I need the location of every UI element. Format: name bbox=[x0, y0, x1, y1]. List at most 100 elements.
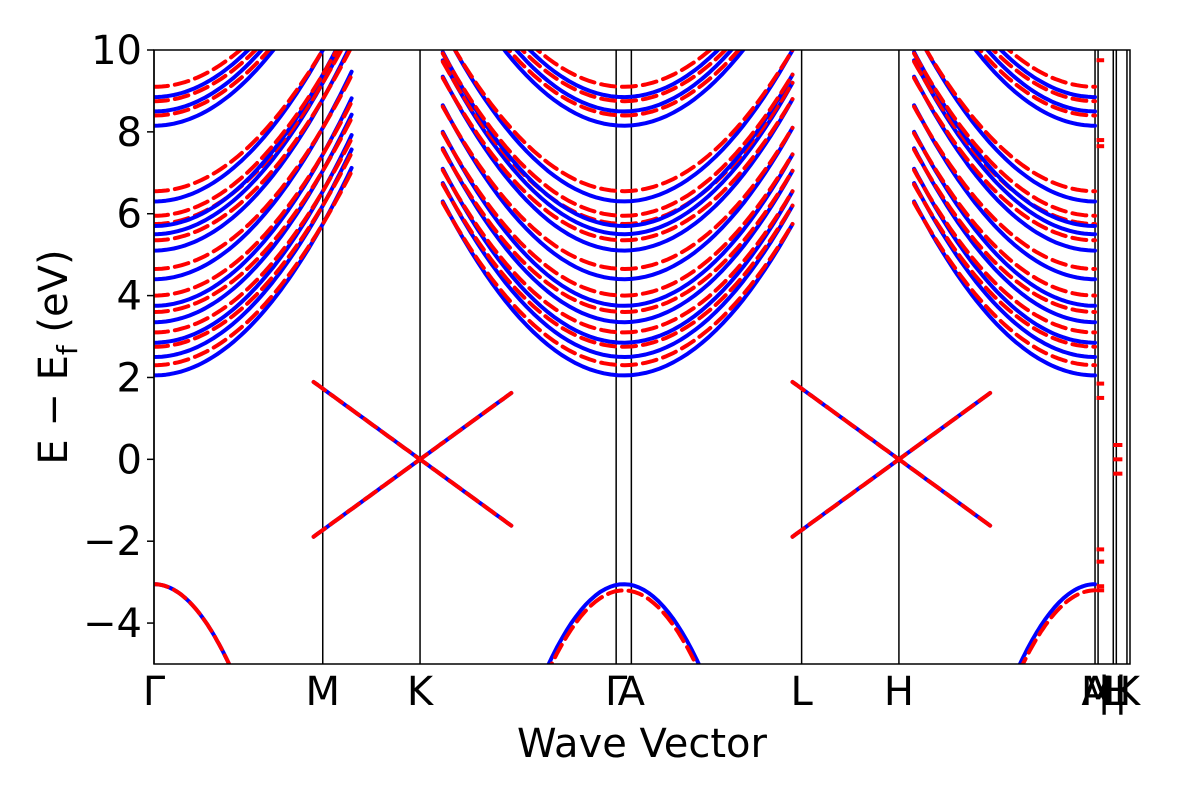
x-tick-label: H bbox=[1101, 669, 1131, 715]
conduction-band bbox=[440, 74, 795, 253]
conduction-band bbox=[534, 50, 713, 89]
conduction-band bbox=[440, 103, 795, 282]
conduction-band bbox=[912, 104, 1097, 271]
conduction-band bbox=[440, 146, 795, 325]
valence-band bbox=[154, 582, 232, 664]
conduction-band bbox=[912, 182, 1097, 349]
y-tick-label: 10 bbox=[91, 28, 142, 74]
conduction-band bbox=[526, 50, 721, 100]
conduction-band bbox=[990, 50, 1097, 104]
conduction-band bbox=[440, 200, 795, 368]
conduction-band bbox=[154, 99, 354, 298]
x-tick-label: | bbox=[1097, 669, 1110, 715]
conduction-band bbox=[154, 50, 353, 243]
x-tick-label: Γ bbox=[605, 669, 628, 715]
conduction-band bbox=[440, 76, 795, 243]
y-axis-title-suffix: (eV) bbox=[31, 249, 77, 345]
conduction-band bbox=[998, 50, 1097, 100]
conduction-band bbox=[154, 73, 354, 271]
y-tick-label: 4 bbox=[117, 274, 142, 320]
conduction-band bbox=[501, 50, 746, 128]
x-tick-label: | bbox=[1114, 669, 1127, 715]
conduction-band bbox=[154, 169, 354, 368]
conduction-band bbox=[440, 182, 795, 349]
conduction-band bbox=[506, 50, 742, 118]
y-axis-title-sub: f bbox=[51, 344, 84, 355]
conduction-band bbox=[154, 50, 276, 128]
y-tick-label: −4 bbox=[83, 601, 142, 647]
conduction-band bbox=[440, 51, 795, 218]
x-tick-label: L bbox=[1102, 669, 1125, 715]
conduction-band bbox=[912, 181, 1097, 359]
y-tick-label: 8 bbox=[117, 110, 142, 156]
conduction-band bbox=[912, 74, 1097, 253]
valence-band bbox=[1017, 582, 1097, 664]
y-axis-title: E − Ef (eV) bbox=[31, 249, 84, 464]
conduction-band bbox=[440, 147, 795, 314]
conduction-band bbox=[912, 146, 1097, 325]
conduction-band bbox=[440, 168, 795, 335]
conduction-band bbox=[923, 50, 1097, 194]
conduction-band bbox=[912, 147, 1097, 314]
conduction-band bbox=[440, 58, 795, 237]
x-tick-label: A bbox=[618, 669, 646, 715]
conduction-band bbox=[154, 50, 259, 104]
x-tick-label: H bbox=[884, 669, 914, 715]
conduction-band bbox=[440, 199, 795, 378]
conduction-band bbox=[154, 50, 265, 114]
conduction-band bbox=[154, 50, 326, 194]
dirac-band bbox=[790, 391, 993, 539]
valence-band bbox=[546, 582, 701, 664]
plot-frame bbox=[153, 49, 1131, 665]
conduction-band bbox=[440, 129, 795, 308]
dirac-band bbox=[790, 380, 993, 528]
x-tick-label: M bbox=[1081, 669, 1116, 715]
x-axis-title: Wave Vector bbox=[517, 721, 768, 767]
bands-layer bbox=[154, 50, 1123, 664]
x-tick-label: A bbox=[1081, 669, 1109, 715]
y-axis-ticks: −4 −2 0 2 4 6 8 10 bbox=[83, 28, 154, 647]
conduction-band bbox=[452, 50, 795, 204]
conduction-band bbox=[452, 50, 795, 194]
dirac-band bbox=[311, 391, 514, 539]
y-tick-label: 6 bbox=[117, 192, 142, 238]
x-tick-label: M bbox=[305, 669, 340, 715]
conduction-band bbox=[912, 51, 1097, 218]
x-tick-label: K bbox=[407, 669, 435, 715]
conduction-band bbox=[912, 103, 1097, 282]
conduction-band bbox=[440, 131, 795, 298]
conduction-band bbox=[912, 199, 1097, 378]
conduction-band bbox=[912, 58, 1097, 237]
conduction-band bbox=[440, 166, 795, 345]
conduction-band bbox=[912, 50, 1097, 228]
y-tick-label: −2 bbox=[83, 519, 142, 565]
y-tick-label: 2 bbox=[117, 355, 142, 401]
dirac-band bbox=[311, 380, 514, 528]
valence-band bbox=[1020, 588, 1097, 664]
conduction-band bbox=[923, 50, 1097, 204]
y-tick-label: 0 bbox=[117, 437, 142, 483]
conduction-band bbox=[154, 50, 272, 118]
conduction-band bbox=[440, 104, 795, 271]
x-tick-label: L bbox=[790, 669, 813, 715]
conduction-band bbox=[154, 50, 244, 89]
x-tick-label: Γ bbox=[143, 669, 166, 715]
conduction-band bbox=[154, 151, 354, 349]
conduction-band bbox=[912, 166, 1097, 345]
conduction-band bbox=[154, 136, 354, 335]
conduction-band bbox=[912, 131, 1097, 298]
conduction-band bbox=[513, 50, 734, 114]
x-axis-labels: Γ M K ΓA L H AM|L|HK bbox=[143, 669, 1142, 715]
conduction-band bbox=[912, 129, 1097, 308]
conduction-band bbox=[154, 116, 354, 314]
valence-band bbox=[154, 582, 232, 664]
conduction-band bbox=[154, 50, 251, 100]
conduction-band bbox=[973, 50, 1097, 128]
conduction-band bbox=[984, 50, 1097, 114]
conduction-band bbox=[912, 76, 1097, 243]
x-tick-label: K bbox=[1114, 669, 1142, 715]
conduction-band bbox=[912, 168, 1097, 335]
conduction-band bbox=[1005, 50, 1097, 89]
y-axis-title-main: E − E bbox=[31, 355, 77, 465]
